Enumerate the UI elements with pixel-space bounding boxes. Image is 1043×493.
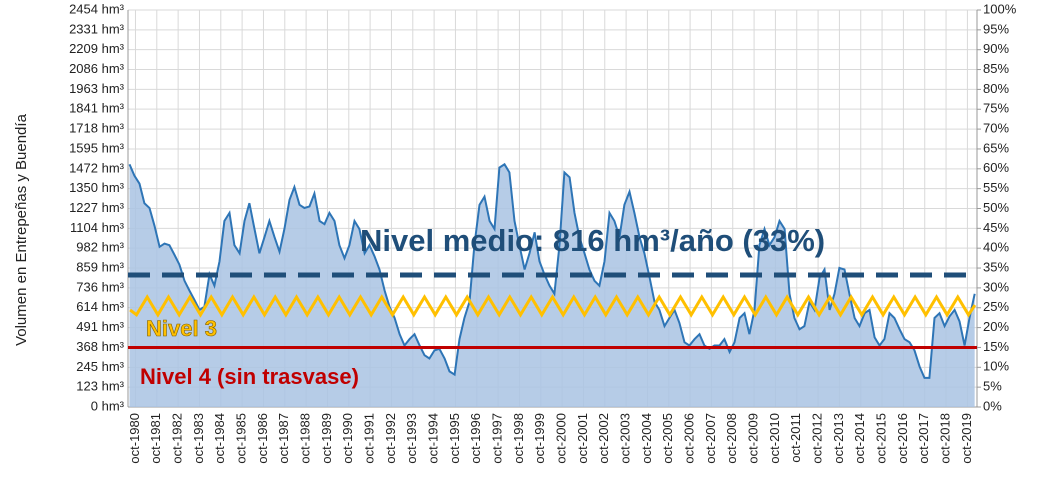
x-tick-label: oct-2015 — [874, 413, 889, 464]
y-axis-label: Volumen en Entrepeñas y Buendía — [13, 113, 30, 345]
x-tick-label: oct-1980 — [127, 413, 142, 464]
y-tick-label: 982 hm³ — [76, 240, 124, 255]
x-tick-label: oct-1988 — [298, 413, 313, 464]
x-tick-label: oct-2008 — [724, 413, 739, 464]
x-tick-label: oct-1997 — [490, 413, 505, 464]
y2-tick-label: 65% — [983, 140, 1009, 155]
x-tick-label: oct-2006 — [682, 413, 697, 464]
x-tick-label: oct-2007 — [703, 413, 718, 464]
y2-tick-label: 85% — [983, 61, 1009, 76]
y2-tick-label: 25% — [983, 299, 1009, 314]
line — [128, 162, 976, 379]
x-tick-label: oct-1998 — [511, 413, 526, 464]
x-tick-label: oct-2011 — [788, 413, 803, 463]
y2-tick-label: 45% — [983, 220, 1009, 235]
y2-tick-label: 95% — [983, 21, 1009, 36]
x-tick-label: oct-2016 — [895, 413, 910, 464]
x-tick-label: oct-1989 — [319, 413, 334, 464]
x-tick-label: oct-2010 — [767, 413, 782, 464]
y-tick-label: 1841 hm³ — [69, 101, 125, 116]
y2-tick-label: 0% — [983, 398, 1002, 413]
x-tick-label: oct-2004 — [639, 413, 654, 464]
y-tick-label: 368 hm³ — [76, 339, 124, 354]
x-tick-label: oct-1983 — [191, 413, 206, 464]
x-tick-label: oct-1999 — [532, 413, 547, 464]
y2-tick-label: 100% — [983, 1, 1017, 16]
x-tick-label: oct-2009 — [746, 413, 761, 464]
y2-tick-label: 50% — [983, 200, 1009, 215]
y-tick-label: 1227 hm³ — [69, 200, 125, 215]
y2-tick-label: 30% — [983, 279, 1009, 294]
y-tick-label: 2209 hm³ — [69, 41, 125, 56]
y-tick-label: 2454 hm³ — [69, 1, 125, 16]
x-tick-label: oct-2003 — [618, 413, 633, 464]
y2-tick-label: 80% — [983, 81, 1009, 96]
y2-tick-label: 55% — [983, 180, 1009, 195]
x-tick-label: oct-1987 — [276, 413, 291, 464]
x-tick-label: oct-1991 — [362, 413, 377, 464]
y-tick-label: 245 hm³ — [76, 359, 124, 374]
y-tick-label: 2086 hm³ — [69, 61, 125, 76]
x-tick-label: oct-2018 — [938, 413, 953, 464]
x-tick-label: oct-1985 — [234, 413, 249, 464]
y2-tick-label: 15% — [983, 339, 1009, 354]
annotation: Nivel 3 — [146, 316, 217, 341]
x-tick-label: oct-1994 — [426, 413, 441, 464]
y-tick-label: 1963 hm³ — [69, 81, 125, 96]
x-tick-label: oct-1986 — [255, 413, 270, 464]
line — [129, 294, 977, 318]
y-tick-label: 0 hm³ — [91, 398, 125, 413]
x-tick-label: oct-2001 — [575, 413, 590, 464]
x-tick-label: oct-2014 — [852, 413, 867, 464]
annotation: Nivel medio: 816 hm³/año (33%) — [360, 223, 825, 258]
y-tick-label: 1472 hm³ — [69, 160, 125, 175]
x-tick-label: oct-1984 — [212, 413, 227, 464]
y-tick-label: 614 hm³ — [76, 299, 124, 314]
y-tick-label: 1595 hm³ — [69, 140, 125, 155]
y-tick-label: 1104 hm³ — [70, 220, 125, 235]
x-tick-label: oct-1993 — [404, 413, 419, 464]
x-tick-label: oct-2005 — [660, 413, 675, 464]
annotation: Nivel 4 (sin trasvase) — [140, 364, 359, 389]
y-tick-label: 736 hm³ — [76, 279, 124, 294]
y-tick-label: 2331 hm³ — [69, 21, 125, 36]
y-tick-label: 123 hm³ — [76, 379, 124, 394]
x-tick-label: oct-1995 — [447, 413, 462, 464]
y-tick-label: 1350 hm³ — [69, 180, 125, 195]
x-tick-label: oct-1990 — [340, 413, 355, 464]
x-tick-label: oct-2019 — [959, 413, 974, 464]
y2-tick-label: 5% — [983, 379, 1002, 394]
y-tick-label: 859 hm³ — [76, 259, 124, 274]
y2-tick-label: 40% — [983, 240, 1009, 255]
x-tick-label: oct-2012 — [810, 413, 825, 464]
y2-tick-label: 60% — [983, 160, 1009, 175]
x-tick-label: oct-2002 — [596, 413, 611, 464]
x-tick-label: oct-1992 — [383, 413, 398, 464]
y2-tick-label: 10% — [983, 359, 1009, 374]
x-tick-label: oct-2000 — [554, 413, 569, 464]
x-tick-label: oct-1982 — [170, 413, 185, 464]
x-tick-label: oct-2013 — [831, 413, 846, 464]
y2-tick-label: 75% — [983, 101, 1009, 116]
x-tick-label: oct-2017 — [916, 413, 931, 464]
y-tick-label: 1718 hm³ — [69, 121, 125, 136]
y2-tick-label: 90% — [983, 41, 1009, 56]
y-tick-label: 491 hm³ — [76, 319, 124, 334]
y2-tick-label: 70% — [983, 121, 1009, 136]
x-tick-label: oct-1981 — [148, 413, 163, 464]
y2-tick-label: 35% — [983, 259, 1009, 274]
x-tick-label: oct-1996 — [468, 413, 483, 464]
y2-tick-label: 20% — [983, 319, 1009, 334]
